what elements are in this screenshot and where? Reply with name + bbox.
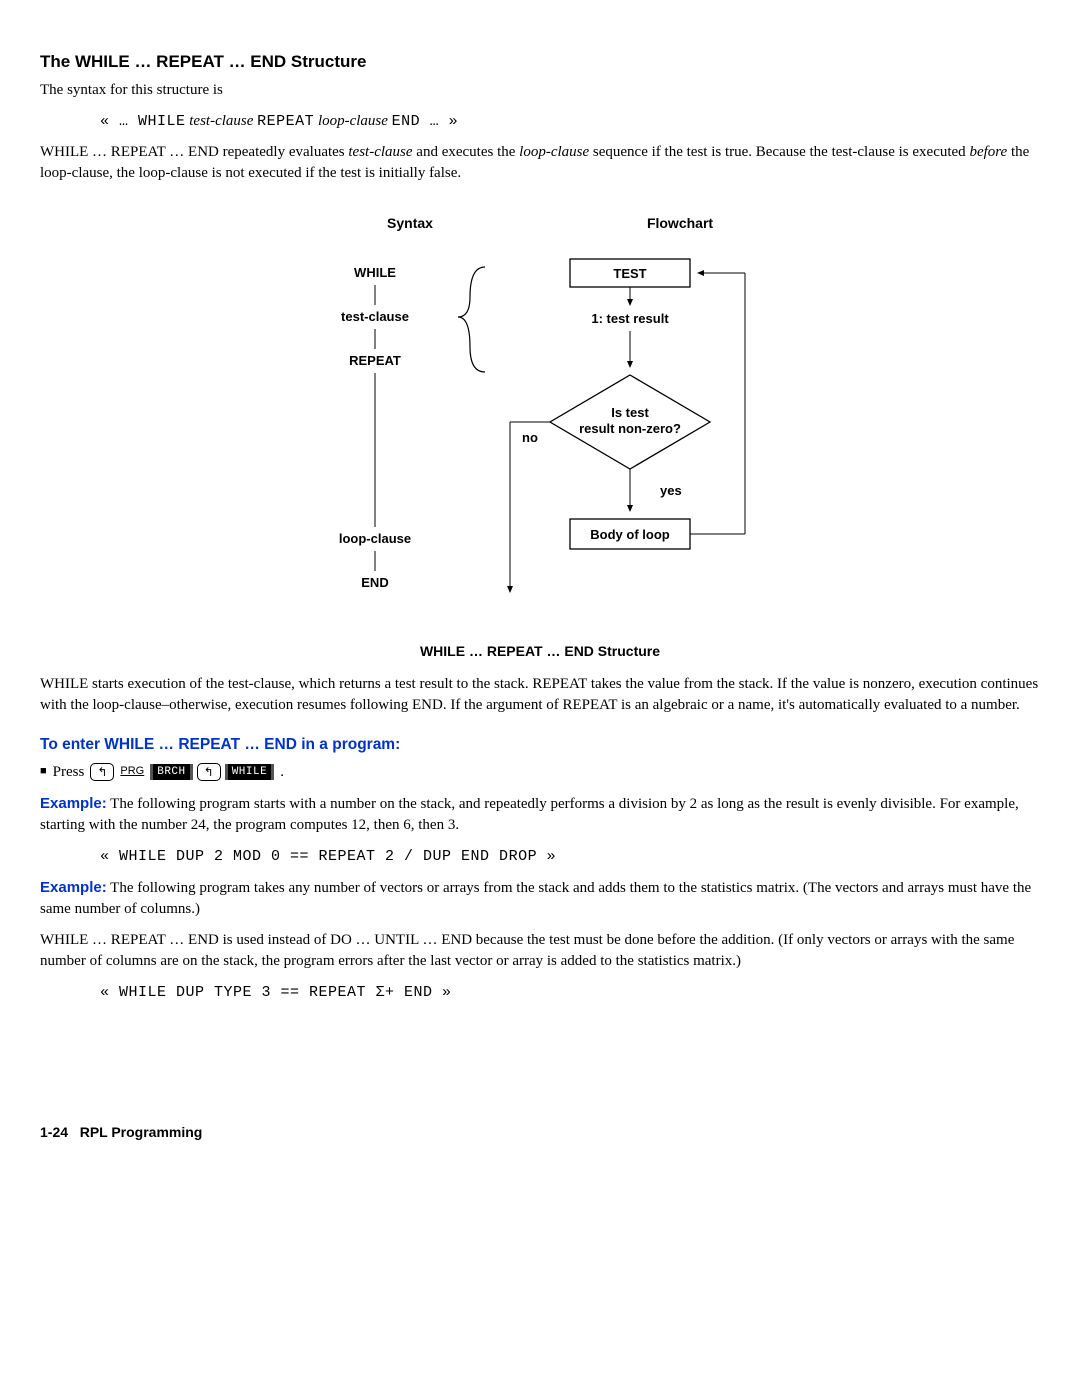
brch-softkey: BRCH bbox=[150, 764, 192, 780]
dg-while: WHILE bbox=[354, 265, 396, 280]
key-sequence: ↰ PRG BRCH ↰ WHILE bbox=[90, 763, 274, 781]
paragraph-3: WHILE … REPEAT … END is used instead of … bbox=[40, 930, 1040, 972]
heading-enter: To enter WHILE … REPEAT … END in a progr… bbox=[40, 734, 1040, 756]
paragraph-1: WHILE … REPEAT … END repeatedly evaluate… bbox=[40, 142, 1040, 184]
p1a: WHILE … REPEAT … END repeatedly evaluate… bbox=[40, 144, 348, 160]
press-instruction: ■ Press ↰ PRG BRCH ↰ WHILE . bbox=[40, 762, 1040, 783]
ex1-code: « WHILE DUP 2 MOD 0 == REPEAT 2 / DUP EN… bbox=[100, 846, 1040, 867]
dg-diamond-2: result non-zero? bbox=[579, 421, 681, 436]
prg-key: PRG bbox=[118, 764, 146, 779]
dg-test-result: 1: test result bbox=[591, 311, 669, 326]
dg-no: no bbox=[522, 430, 538, 445]
ex1-text: The following program starts with a numb… bbox=[40, 796, 1019, 833]
syntax-end: END … » bbox=[392, 113, 459, 130]
diagram-headers: Syntax Flowchart bbox=[40, 214, 1040, 234]
intro-text: The syntax for this structure is bbox=[40, 80, 1040, 101]
dg-body: Body of loop bbox=[590, 527, 669, 542]
syntax-loop: loop-clause bbox=[318, 113, 388, 129]
dg-testclause: test-clause bbox=[341, 309, 409, 324]
syntax-open: « … WHILE bbox=[100, 113, 186, 130]
page-footer: 1-24 RPL Programming bbox=[40, 1123, 1040, 1143]
left-shift-icon-2: ↰ bbox=[197, 763, 221, 781]
syntax-repeat: REPEAT bbox=[257, 113, 314, 130]
p1d: loop-clause bbox=[519, 144, 589, 160]
header-syntax: Syntax bbox=[240, 214, 580, 234]
structure-diagram: WHILE test-clause REPEAT loop-clause END… bbox=[200, 247, 880, 624]
section-title: The WHILE … REPEAT … END Structure bbox=[40, 50, 1040, 74]
example-1: Example: The following program starts wi… bbox=[40, 793, 1040, 836]
press-label: Press bbox=[53, 762, 85, 783]
p1e: sequence if the test is true. Because th… bbox=[589, 144, 969, 160]
dg-loopclause: loop-clause bbox=[339, 531, 411, 546]
while-softkey: WHILE bbox=[225, 764, 275, 780]
dg-test-box: TEST bbox=[613, 266, 646, 281]
footer-title: RPL Programming bbox=[80, 1124, 203, 1140]
syntax-test: test-clause bbox=[189, 113, 253, 129]
bullet-icon: ■ bbox=[40, 764, 47, 779]
diagram-caption: WHILE … REPEAT … END Structure bbox=[40, 642, 1040, 662]
footer-page: 1-24 bbox=[40, 1124, 68, 1140]
dg-diamond-1: Is test bbox=[611, 405, 649, 420]
example-2: Example: The following program takes any… bbox=[40, 877, 1040, 920]
dg-repeat: REPEAT bbox=[349, 353, 401, 368]
example-label-1: Example: bbox=[40, 795, 107, 812]
dg-yes: yes bbox=[660, 483, 682, 498]
example-label-2: Example: bbox=[40, 879, 107, 896]
ex2-code: « WHILE DUP TYPE 3 == REPEAT Σ+ END » bbox=[100, 982, 1040, 1003]
syntax-line: « … WHILE test-clause REPEAT loop-clause… bbox=[100, 111, 1040, 132]
left-shift-icon: ↰ bbox=[90, 763, 114, 781]
dg-end: END bbox=[361, 575, 388, 590]
p1b: test-clause bbox=[348, 144, 412, 160]
header-flowchart: Flowchart bbox=[580, 214, 780, 234]
p1f: before bbox=[969, 144, 1007, 160]
p1c: and executes the bbox=[413, 144, 520, 160]
ex2-text: The following program takes any number o… bbox=[40, 880, 1031, 917]
paragraph-2: WHILE starts execution of the test-claus… bbox=[40, 674, 1040, 716]
